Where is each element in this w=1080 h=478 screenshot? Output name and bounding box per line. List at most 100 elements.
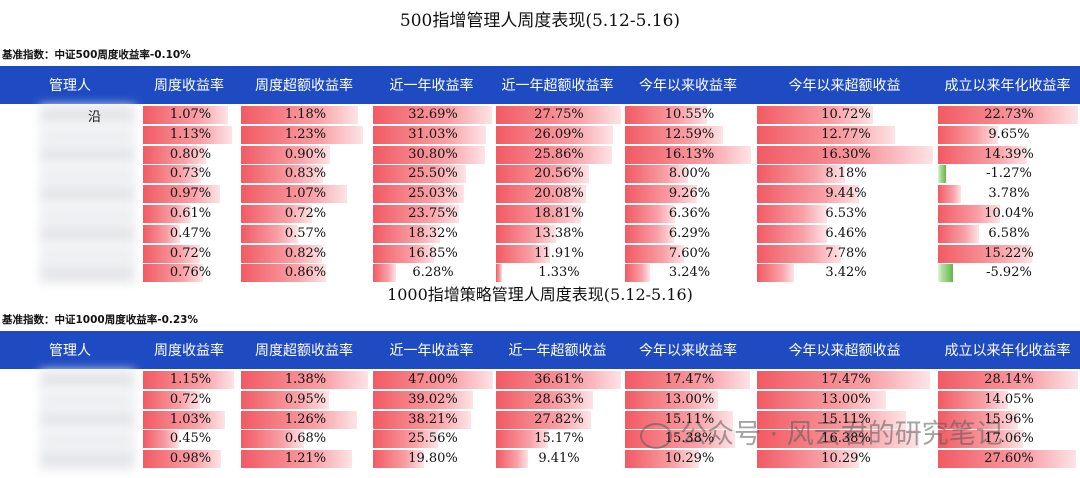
value-label: 19.80% — [408, 451, 458, 467]
data-bar — [373, 244, 435, 263]
value-cell: 0.47% — [143, 224, 238, 243]
data-bar — [625, 390, 719, 409]
column-header: 成立以来年化收益率 — [944, 78, 1071, 94]
data-bar — [143, 106, 228, 124]
value-label: 7.60% — [668, 245, 711, 261]
value-cell: 38.21% — [373, 410, 493, 429]
value-label: 12.77% — [821, 126, 871, 142]
data-bar — [757, 145, 933, 164]
value-cell: 25.56% — [373, 430, 493, 449]
column-header: 今年以来超额收益 — [788, 343, 901, 359]
table-row: 0.80% 0.90% 30.80% 25.86% 16.13% 16.30% 14.39% — [0, 144, 1080, 165]
value-cell: 31.03% — [373, 125, 493, 144]
table-row: 1.03% 1.26% 38.21% 27.82% 15.11% 15.11% 15.96% — [0, 409, 1080, 430]
value-cell: 15.38% — [625, 430, 754, 449]
value-cell: 16.30% — [757, 145, 935, 164]
value-label: 1.18% — [284, 107, 327, 122]
data-bar — [496, 410, 591, 429]
manager-cell — [0, 409, 140, 430]
value-label: 17.47% — [821, 372, 871, 387]
data-bar — [373, 264, 396, 283]
value-label: 0.86% — [284, 265, 327, 281]
value-label: 1.03% — [169, 411, 212, 427]
data-bar — [938, 106, 1079, 124]
data-bar — [757, 204, 828, 223]
data-bar — [938, 145, 1027, 164]
value-cell: 6.53% — [757, 204, 935, 223]
value-label: 28.14% — [984, 372, 1034, 387]
value-label: 25.86% — [534, 146, 584, 162]
data-bar — [625, 224, 675, 243]
value-label: 14.05% — [984, 391, 1034, 407]
value-cell: 26.09% — [496, 125, 622, 144]
data-bar — [496, 244, 550, 263]
column-header: 今年以来收益率 — [639, 78, 737, 94]
value-label: 0.57% — [284, 225, 327, 241]
data-bar — [241, 125, 364, 144]
data-bar — [757, 224, 827, 243]
data-bar — [496, 204, 581, 223]
value-label: 1.33% — [538, 265, 580, 281]
value-label: 0.72% — [169, 391, 212, 407]
value-cell: 15.11% — [757, 410, 935, 429]
value-label: 39.02% — [408, 391, 458, 407]
data-bar — [143, 125, 233, 144]
value-cell: 8.18% — [757, 165, 935, 184]
data-bar — [241, 244, 323, 263]
manager-name: 沿 — [88, 110, 102, 125]
data-bar — [496, 145, 613, 164]
value-cell: 0.76% — [143, 264, 238, 283]
value-label: 1.07% — [284, 186, 327, 202]
value-cell: 0.61% — [143, 204, 238, 223]
data-bar — [143, 244, 200, 263]
value-label: 8.00% — [668, 166, 711, 182]
redacted-manager-name — [40, 370, 135, 390]
data-bar — [241, 106, 359, 124]
value-label: 9.44% — [825, 186, 867, 202]
value-cell: 1.33% — [496, 264, 622, 283]
data-bar — [938, 204, 1000, 223]
manager-cell — [0, 389, 140, 410]
value-cell: 39.02% — [373, 390, 493, 409]
value-cell: 3.24% — [625, 264, 754, 283]
data-bar — [938, 185, 962, 204]
table-row: 0.72% 0.82% 16.85% 11.91% 7.60% 7.78% 15.22% — [0, 243, 1080, 264]
value-label: 15.11% — [821, 411, 871, 427]
value-label: 25.50% — [408, 166, 458, 182]
value-cell: 0.97% — [143, 185, 238, 204]
value-label: 16.13% — [664, 146, 715, 162]
data-bar — [496, 450, 529, 469]
value-cell: 28.14% — [938, 371, 1080, 389]
value-label: 0.80% — [169, 146, 212, 162]
data-bar — [938, 165, 946, 184]
manager-cell — [0, 144, 140, 165]
value-label: 17.06% — [984, 431, 1034, 447]
data-bar — [496, 264, 502, 283]
value-label: 10.29% — [821, 451, 871, 467]
value-label: 0.82% — [284, 245, 327, 261]
value-cell: 15.17% — [496, 430, 622, 449]
value-label: 3.24% — [668, 265, 711, 281]
value-cell: 27.60% — [938, 450, 1080, 469]
data-bar — [373, 430, 439, 449]
data-bar — [625, 106, 708, 124]
value-cell: 0.68% — [241, 430, 370, 449]
table1-body: 沿 1.07% 1.18% 32.69% 27.75% 10.55% 10.72% 22.73… — [0, 105, 1080, 284]
data-bar — [373, 145, 485, 164]
value-cell: 6.58% — [938, 224, 1080, 243]
value-label: 25.56% — [408, 431, 458, 447]
value-label: 1.38% — [284, 372, 327, 387]
data-bar — [625, 264, 651, 283]
data-bar — [625, 145, 752, 164]
value-label: 1.07% — [169, 107, 212, 122]
data-bar — [757, 410, 907, 429]
value-label: 28.63% — [534, 391, 584, 407]
value-label: 22.73% — [984, 107, 1034, 122]
value-cell: 3.78% — [938, 185, 1080, 204]
manager-cell — [0, 203, 140, 224]
redacted-manager-name — [40, 164, 135, 185]
data-bar — [938, 410, 1018, 429]
table2-body: 1.15% 1.38% 47.00% 36.61% 17.47% 17.47% 28.14%… — [0, 370, 1080, 469]
value-cell: 10.72% — [757, 106, 935, 124]
value-label: 0.76% — [169, 265, 212, 281]
